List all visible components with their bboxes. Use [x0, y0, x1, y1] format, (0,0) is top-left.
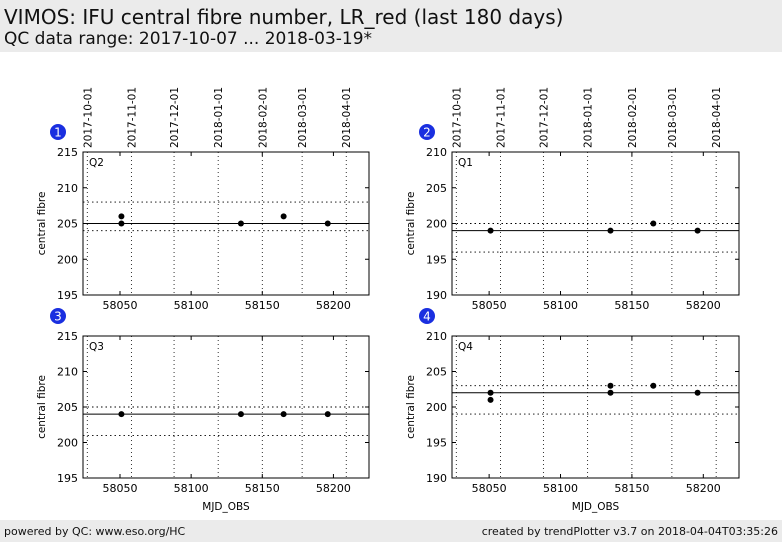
top-date-label: 2017-11-01: [126, 87, 138, 148]
page-header: VIMOS: IFU central fibre number, LR_red …: [0, 0, 782, 52]
x-tick-label: 58050: [472, 482, 507, 495]
data-point: [324, 220, 331, 227]
panel-label: Q1: [458, 157, 473, 169]
top-date-label: 2018-03-01: [667, 87, 679, 148]
x-tick-label: 58150: [614, 299, 649, 312]
footer-generator: created by trendPlotter v3.7 on 2018-04-…: [481, 525, 778, 538]
top-date-label: 2017-11-01: [496, 87, 508, 148]
data-point: [607, 389, 614, 396]
top-date-label: 2018-02-01: [627, 87, 639, 148]
panel-number-badge: [50, 308, 66, 324]
data-point: [650, 220, 657, 227]
page-subtitle: QC data range: 2017-10-07 ... 2018-03-19…: [4, 29, 373, 49]
plot-panel-1: 2017-10-01 2017-11-01 2017-12-01 2018-01-01…: [36, 87, 370, 312]
page-footer: powered by QC: www.eso.org/HC created by…: [0, 520, 782, 542]
y-tick-label: 210: [426, 330, 447, 343]
top-date-label: 2018-04-01: [341, 87, 353, 148]
x-tick-label: 58150: [614, 482, 649, 495]
x-tick-label: 58200: [686, 482, 721, 495]
panel-number-badge: [419, 124, 435, 140]
x-tick-label: 58200: [316, 482, 351, 495]
plot-panel-2: 2017-10-01 2017-11-01 2017-12-01 2018-01-01…: [405, 87, 740, 312]
x-axis-label: MJD_OBS: [572, 501, 620, 513]
x-tick-label: 58050: [102, 299, 137, 312]
y-axis-label: central fibre: [405, 375, 417, 439]
x-tick-label: 58200: [686, 299, 721, 312]
y-tick-label: 200: [57, 437, 78, 450]
y-tick-label: 190: [426, 472, 447, 485]
panel-number-label: 2: [423, 126, 431, 140]
x-axis-label: MJD_OBS: [202, 501, 250, 513]
plot-panel-4: 190 195 200 205 210 58050 58100 58150 58200 Q4 cen…: [405, 308, 740, 513]
y-tick-label: 205: [57, 218, 78, 231]
y-tick-label: 205: [426, 182, 447, 195]
top-date-label: 2018-01-01: [213, 87, 225, 148]
footer-credit: powered by QC: www.eso.org/HC: [4, 525, 186, 538]
data-point: [650, 382, 657, 389]
y-tick-label: 210: [426, 146, 447, 159]
x-tick-label: 58200: [316, 299, 351, 312]
y-tick-label: 215: [57, 330, 78, 343]
panel-label: Q2: [89, 157, 104, 169]
y-tick-label: 210: [57, 182, 78, 195]
page-title: VIMOS: IFU central fibre number, LR_red …: [4, 5, 564, 29]
data-point: [487, 227, 494, 234]
panel-number-label: 3: [54, 310, 62, 324]
top-date-label: 2018-02-01: [257, 87, 269, 148]
data-point: [694, 389, 701, 396]
y-tick-label: 200: [57, 253, 78, 266]
data-point: [280, 213, 287, 220]
data-point: [607, 227, 614, 234]
panel-number-label: 1: [54, 126, 62, 140]
y-tick-label: 205: [57, 401, 78, 414]
data-point: [118, 213, 125, 220]
data-point: [237, 411, 244, 418]
data-point: [324, 411, 331, 418]
y-tick-label: 200: [426, 218, 447, 231]
panel-number-badge: [50, 124, 66, 140]
data-point: [694, 227, 701, 234]
data-point: [118, 220, 125, 227]
top-date-label: 2017-10-01: [82, 87, 94, 148]
x-tick-label: 58100: [543, 299, 578, 312]
data-point: [118, 411, 125, 418]
panel-label: Q3: [89, 341, 104, 353]
top-date-label: 2018-01-01: [583, 87, 595, 148]
y-tick-label: 200: [426, 401, 447, 414]
top-date-label: 2017-12-01: [538, 87, 550, 148]
top-date-label: 2017-10-01: [451, 87, 463, 148]
x-tick-label: 58050: [102, 482, 137, 495]
y-tick-label: 190: [426, 289, 447, 302]
y-tick-label: 205: [426, 366, 447, 379]
x-tick-label: 58100: [543, 482, 578, 495]
top-date-label: 2017-12-01: [169, 87, 181, 148]
y-tick-label: 195: [426, 253, 447, 266]
x-tick-label: 58050: [472, 299, 507, 312]
panel-label: Q4: [458, 341, 473, 353]
plot-frame: [451, 335, 740, 479]
data-point: [280, 411, 287, 418]
y-tick-label: 210: [57, 366, 78, 379]
y-axis-label: central fibre: [405, 192, 417, 256]
top-date-label: 2018-03-01: [297, 87, 309, 148]
x-tick-label: 58150: [245, 482, 280, 495]
y-tick-label: 215: [57, 146, 78, 159]
panel-number-badge: [419, 308, 435, 324]
top-date-label: 2018-04-01: [711, 87, 723, 148]
data-point: [487, 396, 494, 403]
y-axis-label: central fibre: [36, 375, 48, 439]
plot-panel-3: 195 200 205 210 215 58050 58100 58150 58200 Q3 cen…: [36, 308, 370, 513]
data-point: [237, 220, 244, 227]
data-point: [487, 389, 494, 396]
y-tick-label: 195: [57, 472, 78, 485]
y-axis-label: central fibre: [36, 192, 48, 256]
x-tick-label: 58100: [174, 482, 209, 495]
data-point: [607, 382, 614, 389]
y-tick-label: 195: [426, 437, 447, 450]
x-tick-label: 58150: [245, 299, 280, 312]
x-tick-label: 58100: [174, 299, 209, 312]
panel-number-label: 4: [423, 310, 431, 324]
y-tick-label: 195: [57, 289, 78, 302]
